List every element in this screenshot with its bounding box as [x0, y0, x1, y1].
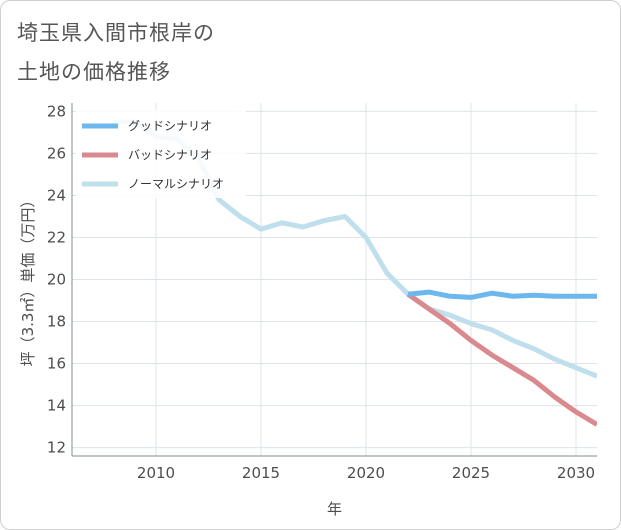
- x-tick-label: 2030: [557, 464, 595, 482]
- axes: [71, 103, 597, 457]
- y-tick-label: 28: [47, 102, 66, 120]
- x-tick-label: 2020: [347, 464, 385, 482]
- legend-label: ノーマルシナリオ: [128, 177, 224, 191]
- x-axis-label: 年: [327, 500, 342, 518]
- y-tick-label: 26: [47, 144, 66, 162]
- y-tick-label: 16: [47, 355, 66, 373]
- x-tick-label: 2015: [242, 464, 280, 482]
- x-tick-label: 2025: [452, 464, 490, 482]
- legend-label: グッドシナリオ: [128, 119, 212, 133]
- series-line-1: [406, 292, 597, 427]
- y-tick-label: 24: [47, 186, 66, 204]
- x-tick-label: 2010: [137, 464, 175, 482]
- legend-label: バッドシナリオ: [128, 148, 212, 162]
- y-tick-label: 12: [47, 439, 66, 457]
- chart-title-line2: 土地の価格推移: [17, 60, 171, 84]
- tick-labels: 12 14 16 18 20 22 24 26 28 2010 2015 2020 2025 2030: [47, 102, 595, 482]
- y-tick-label: 20: [47, 271, 66, 289]
- y-tick-label: 22: [47, 228, 66, 246]
- y-axis-label: 坪（3.3㎡）単価（万円）: [19, 193, 37, 367]
- y-tick-label: 14: [47, 397, 66, 415]
- series-line-0: [407, 289, 597, 300]
- y-tick-label: 18: [47, 313, 66, 331]
- chart-title-line1: 埼玉県入間市根岸の: [17, 21, 215, 45]
